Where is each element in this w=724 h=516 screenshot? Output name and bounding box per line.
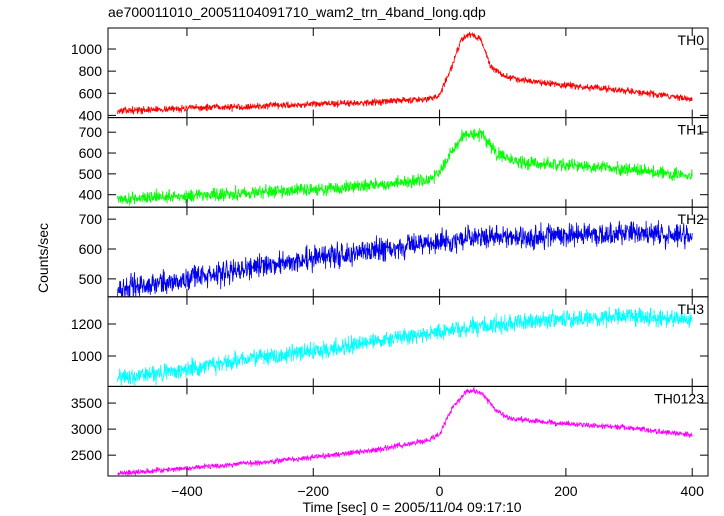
x-tick-label: 400 <box>681 483 705 499</box>
band-label-th0: TH0 <box>678 32 705 48</box>
band-label-th0123: TH0123 <box>654 390 704 406</box>
panel-th0123: 2500 3000 3500 TH0123 −400 −200 0 200 400 <box>71 385 709 499</box>
panels: 400 600 800 1000 TH0 400 500 600 700 TH1 500 600 700… <box>71 27 709 499</box>
y-tick-label: 2500 <box>71 447 102 463</box>
y-tick-label: 700 <box>79 211 103 227</box>
y-tick-label: 600 <box>79 241 103 257</box>
series-line-th0 <box>117 31 693 115</box>
y-tick-label: 1000 <box>71 41 102 57</box>
y-tick-label: 3500 <box>71 395 102 411</box>
y-tick-label: 400 <box>79 187 103 203</box>
y-tick-label: 1200 <box>71 316 102 332</box>
y-tick-label: 500 <box>79 271 103 287</box>
panel-frame <box>107 27 709 119</box>
y-tick-label: 1000 <box>71 348 102 364</box>
y-axis-label: Counts/sec <box>35 223 51 293</box>
x-tick-label: −400 <box>171 483 203 499</box>
series-line-th2 <box>117 220 693 297</box>
y-tick-label: 800 <box>79 63 103 79</box>
series-line-th1 <box>117 128 693 206</box>
y-tick-label: 500 <box>79 166 103 182</box>
band-label-th3: TH3 <box>678 301 705 317</box>
series-line-th0123 <box>117 386 693 476</box>
panel-frame <box>107 385 709 477</box>
x-tick-label: 200 <box>554 483 578 499</box>
x-tick-label: −200 <box>297 483 329 499</box>
file-title: ae700011010_20051104091710_wam2_trn_4ban… <box>108 4 486 20</box>
x-axis-label: Time [sec] 0 = 2005/11/04 09:17:10 <box>302 499 521 515</box>
band-label-th2: TH2 <box>678 211 705 227</box>
y-tick-label: 700 <box>79 124 103 140</box>
panel-frame <box>107 206 709 298</box>
y-tick-label: 600 <box>79 85 103 101</box>
panel-th1: 400 500 600 700 TH1 <box>79 117 709 208</box>
panel-th2: 500 600 700 TH2 <box>79 206 709 298</box>
band-label-th1: TH1 <box>678 122 705 138</box>
x-tick-label: 0 <box>436 483 444 499</box>
y-tick-label: 3000 <box>71 421 102 437</box>
y-tick-label: 400 <box>79 107 103 123</box>
panel-th0: 400 600 800 1000 TH0 <box>71 27 709 123</box>
series-line-th3 <box>117 306 693 387</box>
y-tick-label: 600 <box>79 145 103 161</box>
panel-th3: 1000 1200 TH3 <box>71 296 709 387</box>
